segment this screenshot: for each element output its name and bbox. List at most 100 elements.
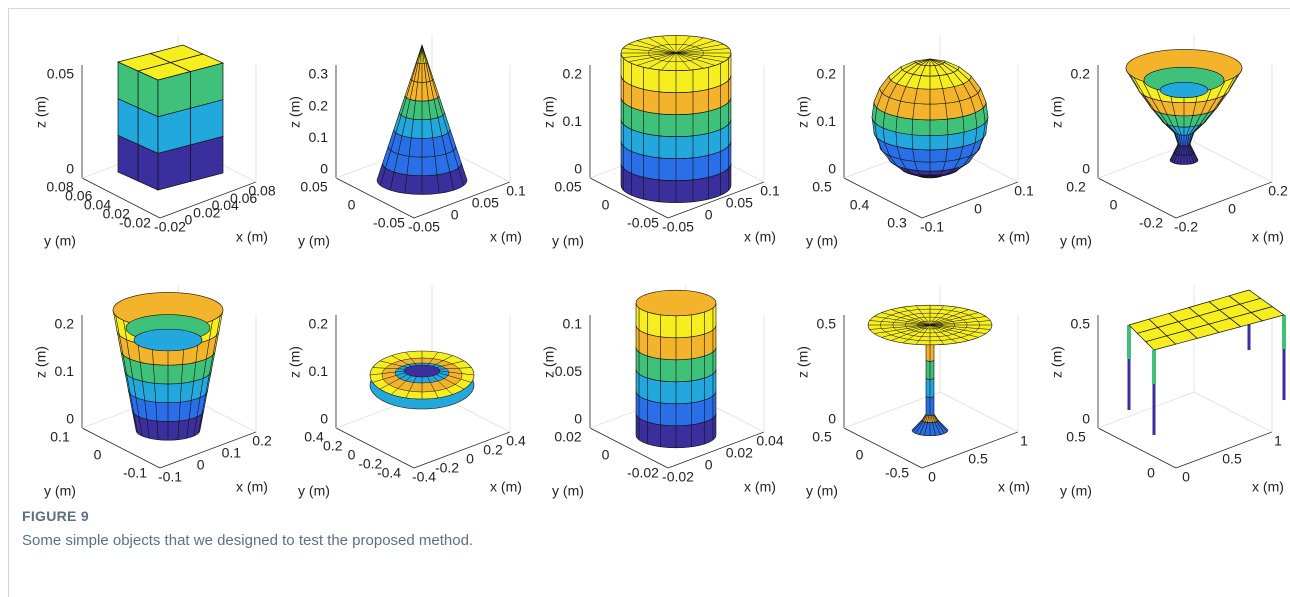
y-tick-label: 0	[1147, 465, 1155, 481]
z-tick-label: 0.2	[1071, 66, 1091, 82]
y-tick-label: -0.5	[885, 465, 909, 481]
x-tick-label: 0	[197, 457, 205, 473]
z-axis-label: z (m)	[33, 96, 49, 128]
x-tick-label: 0	[705, 207, 713, 223]
z-axis-label: z (m)	[287, 96, 303, 128]
y-tick-label: 0.3	[887, 215, 907, 231]
y-tick-label: -0.2	[1139, 215, 1163, 231]
y-tick-label: -0.4	[377, 465, 401, 481]
grid-line	[1194, 392, 1272, 432]
surface-hole	[404, 365, 440, 377]
z-tick-label: 0.05	[47, 66, 74, 82]
x-tick-label: -0.05	[662, 219, 694, 235]
y-axis-label: y (m)	[298, 483, 330, 499]
x-tick-label: 1	[1020, 433, 1028, 449]
z-tick-label: 0.2	[563, 66, 583, 82]
z-tick-label: 0	[66, 411, 74, 427]
y-tick-label: 0.05	[300, 179, 327, 195]
x-axis-label: x (m)	[1252, 479, 1284, 495]
y-axis-label: y (m)	[806, 483, 838, 499]
z-tick-label: 0.5	[817, 316, 837, 332]
x-tick-label: 0.2	[483, 442, 503, 458]
x-tick-label: 0.2	[252, 433, 272, 449]
y-tick-label: -0.05	[627, 215, 659, 231]
x-axis-label: x (m)	[236, 229, 268, 245]
x-tick-label: -0.02	[154, 219, 186, 235]
x-tick-label: -0.1	[158, 469, 182, 485]
x-tick-label: 0.4	[506, 433, 526, 449]
z-axis-label: z (m)	[541, 346, 557, 378]
y-tick-label: 0.4	[304, 429, 324, 445]
z-tick-label: 0	[320, 161, 328, 177]
y-axis-label: y (m)	[44, 233, 76, 249]
y-tick-label: 0.2	[323, 438, 343, 454]
z-axis-label: z (m)	[541, 96, 557, 128]
z-tick-label: 0.2	[309, 316, 329, 332]
y-tick-label: -0.1	[123, 465, 147, 481]
z-axis-label: z (m)	[287, 346, 303, 378]
y-tick-label: 0.5	[812, 429, 832, 445]
grid-line	[1098, 392, 1194, 428]
x-tick-label: 0	[928, 469, 936, 485]
figure-caption: Some simple objects that we designed to …	[22, 532, 473, 549]
y-tick-label: 0.5	[1066, 429, 1086, 445]
grid-line	[1194, 142, 1272, 182]
x-tick-label: 0	[466, 451, 474, 467]
x-tick-label: -0.05	[408, 219, 440, 235]
x-tick-label: 0.05	[472, 195, 499, 211]
y-axis-label: y (m)	[552, 483, 584, 499]
x-tick-label: 0	[451, 207, 459, 223]
page: 00.05z (m)0.080.060.040.02-0.02y (m)-0.0…	[0, 0, 1290, 597]
x-axis-label: x (m)	[490, 229, 522, 245]
axis-line	[1176, 182, 1272, 218]
x-tick-label: 0.1	[506, 183, 526, 199]
y-axis-label: y (m)	[298, 233, 330, 249]
y-tick-label: 0	[348, 447, 356, 463]
y-tick-label: -0.02	[627, 465, 659, 481]
y-axis-label: y (m)	[1060, 483, 1092, 499]
z-tick-label: 0	[574, 161, 582, 177]
x-axis-label: x (m)	[744, 479, 776, 495]
y-tick-label: 0	[348, 197, 356, 213]
y-axis-label: y (m)	[806, 233, 838, 249]
x-tick-label: 0.1	[760, 183, 780, 199]
x-tick-label: 0.5	[1222, 451, 1242, 467]
x-tick-label: -0.2	[435, 460, 459, 476]
y-tick-label: -0.05	[373, 215, 405, 231]
x-tick-label: 0.08	[248, 183, 275, 199]
x-tick-label: 0.1	[1014, 183, 1034, 199]
z-tick-label: 0.1	[309, 129, 329, 145]
z-tick-label: 0.3	[309, 66, 329, 82]
x-tick-label: 0.05	[726, 195, 753, 211]
y-tick-label: 0.2	[1066, 179, 1086, 195]
y-tick-label: 0	[602, 197, 610, 213]
axis-line	[1098, 428, 1176, 468]
surface-inner	[1160, 82, 1208, 97]
z-axis-label: z (m)	[795, 346, 811, 378]
x-axis-label: x (m)	[490, 479, 522, 495]
y-tick-label: 0	[1110, 197, 1118, 213]
y-tick-label: 0.05	[554, 179, 581, 195]
z-tick-label: 0.1	[55, 363, 75, 379]
figure: 00.05z (m)0.080.060.040.02-0.02y (m)-0.0…	[0, 0, 1290, 500]
z-tick-label: 0	[1082, 161, 1090, 177]
z-tick-label: 0.1	[817, 113, 837, 129]
x-axis-label: x (m)	[744, 229, 776, 245]
y-tick-label: 0.1	[50, 429, 70, 445]
x-axis-label: x (m)	[998, 479, 1030, 495]
surface-inner	[636, 290, 716, 316]
z-tick-label: 0.2	[817, 66, 837, 82]
x-tick-label: 0	[1182, 469, 1190, 485]
x-tick-label: 0	[185, 212, 193, 228]
x-tick-label: 0	[1228, 201, 1236, 217]
x-tick-label: -0.1	[920, 219, 944, 235]
surface-inner	[134, 329, 202, 351]
x-tick-label: 0.5	[968, 451, 988, 467]
z-tick-label: 0.2	[309, 97, 329, 113]
y-tick-label: 0	[602, 447, 610, 463]
y-tick-label: 0	[856, 447, 864, 463]
x-axis-label: x (m)	[236, 479, 268, 495]
z-tick-label: 0	[320, 411, 328, 427]
y-axis-label: y (m)	[1060, 233, 1092, 249]
x-axis-label: x (m)	[1252, 229, 1284, 245]
